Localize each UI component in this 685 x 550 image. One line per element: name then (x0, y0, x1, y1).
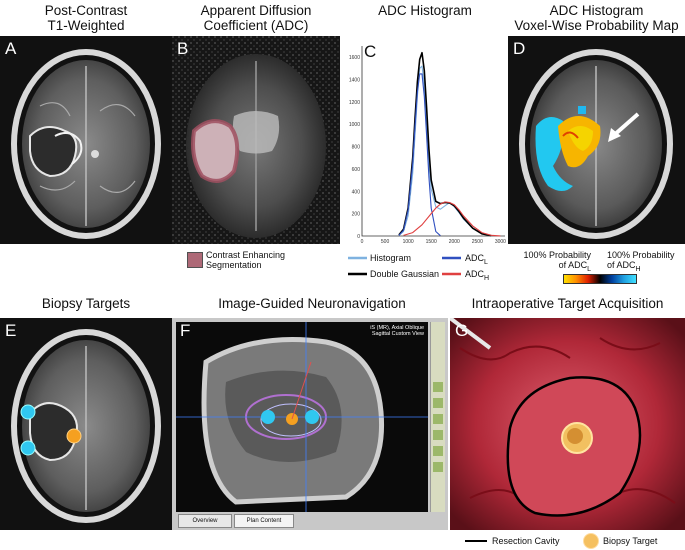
panel-letter-b: B (177, 39, 189, 58)
biopsy-targets-image (11, 329, 161, 523)
y-tick-label-1: 200 (352, 212, 361, 218)
legend-b-label: Contrast Enhancing Segmentation (206, 250, 286, 270)
panel-a: A (0, 36, 172, 244)
adc-histogram-chart: 0 200 400 600 800 1000 1200 1400 1600 0 500 1000 150… (349, 46, 506, 245)
panel-letter-e: E (5, 321, 17, 340)
x-tick-label-6: 3000 (495, 239, 506, 245)
probability-map-image (519, 49, 673, 239)
panel-g: G (450, 318, 685, 530)
y-tick-label-0: 0 (357, 234, 360, 240)
legend-b-swatch (187, 252, 203, 268)
title-g: Intraoperative Target Acquisition (471, 296, 664, 311)
legend-c-histogram: Histogram (370, 253, 412, 263)
y-tick-label-5: 1000 (349, 122, 360, 128)
legend-g-biopsy-label: Biopsy Target (603, 536, 658, 546)
y-tick-label-3: 600 (352, 167, 361, 173)
legend-g-resection-label: Resection Cavity (492, 536, 560, 546)
title-f: Image-Guided Neuronavigation (218, 296, 406, 311)
x-tick-label-5: 2500 (472, 239, 483, 245)
brain-adc-image (172, 36, 340, 244)
tool-icon-1[interactable] (433, 382, 443, 392)
y-tick-label-4: 800 (352, 145, 361, 151)
legend-c-swatches (348, 256, 461, 276)
legend-d-right-label: 100% Probability of ADCH (607, 250, 675, 273)
nav-toolbar (430, 322, 445, 512)
intraoperative-image (450, 318, 685, 530)
x-tick-label-4: 2000 (449, 239, 460, 245)
panel-letter-a: A (5, 39, 17, 58)
panel-d: D (508, 36, 685, 244)
brain-t1-image (11, 49, 161, 239)
panel-b: B (172, 36, 340, 244)
x-tick-label-0: 0 (361, 239, 364, 245)
legend-d-colorbar (563, 274, 637, 284)
panel-letter-c: C (364, 42, 377, 61)
legend-c-adc-l: ADCL (465, 253, 488, 266)
tool-icon-6[interactable] (433, 462, 443, 472)
tool-icon-5[interactable] (433, 446, 443, 456)
series-line-adch (403, 201, 501, 237)
y-tick-label-8: 1600 (349, 55, 360, 61)
panel-letter-f: F (180, 321, 191, 340)
panel-e: E (0, 318, 172, 530)
tool-icon-2[interactable] (433, 398, 443, 408)
panel-letter-d: D (513, 39, 526, 58)
tab-plan-content[interactable]: Plan Content (234, 514, 294, 528)
title-c: ADC Histogram (378, 3, 472, 18)
y-tick-label-7: 1400 (349, 78, 360, 84)
title-a: Post-Contrast T1-Weighted (44, 3, 128, 33)
legend-g-biopsy-swatch (583, 533, 599, 549)
title-e: Biopsy Targets (41, 296, 131, 311)
chart-axes (361, 46, 505, 237)
title-b: Apparent Diffusion Coefficient (ADC) (200, 3, 312, 33)
y-tick-label-2: 400 (352, 189, 361, 195)
nav-view-header: iS (MR), Axial Oblique Sagittal Custom V… (370, 325, 424, 337)
tool-icon-4[interactable] (433, 430, 443, 440)
series-line-double-gaussian (398, 51, 492, 237)
series-line-adcl (398, 73, 441, 237)
tool-icon-3[interactable] (433, 414, 443, 424)
legend-c-double-gaussian: Double Gaussian (370, 269, 440, 279)
legend-g-resection-swatch (465, 540, 487, 542)
tab-overview[interactable]: Overview (178, 514, 232, 528)
panel-c: 0 200 400 600 800 1000 1200 1400 1600 0 500 1000 150… (340, 36, 510, 250)
legend-d-left-label: 100% Probability of ADCL (523, 250, 591, 273)
panel-letter-g: G (455, 321, 469, 340)
x-tick-label-1: 500 (381, 239, 390, 245)
y-tick-label-6: 1200 (349, 100, 360, 106)
legend-c-adc-h: ADCH (465, 269, 490, 282)
x-tick-label-3: 1500 (426, 239, 437, 245)
panel-f: iS (MR), Axial Oblique Sagittal Custom V… (172, 318, 448, 530)
x-tick-label-2: 1000 (403, 239, 414, 245)
title-d: ADC Histogram Voxel-Wise Probability Map (514, 3, 679, 33)
sagittal-mri-image (176, 322, 428, 512)
nav-viewport: iS (MR), Axial Oblique Sagittal Custom V… (176, 322, 428, 512)
